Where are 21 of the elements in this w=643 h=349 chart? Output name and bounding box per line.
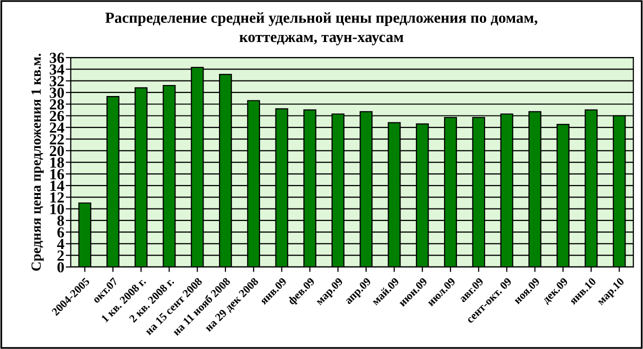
y-tick-label: 32 — [50, 76, 64, 86]
y-tick-label: 34 — [50, 64, 64, 75]
y-tick-label: 26 — [50, 110, 64, 122]
y-tick-label: 36 — [50, 52, 64, 64]
y-tick-label: 0 — [57, 262, 64, 272]
y-tick-label: 2 — [57, 250, 64, 261]
y-tick-label: 30 — [50, 88, 64, 98]
y-tick-label: 18 — [50, 157, 64, 168]
y-tick-label: 24 — [50, 122, 64, 133]
y-tick-label: 14 — [50, 180, 64, 191]
y-tick-label: 20 — [50, 146, 64, 156]
y-tick-label: 6 — [57, 227, 64, 238]
y-tick-label: 12 — [50, 192, 64, 202]
y-tick-label: 8 — [57, 216, 64, 226]
y-tick-label: 10 — [50, 204, 64, 214]
y-tick-label: 22 — [50, 134, 64, 144]
y-tick-label: 16 — [50, 169, 64, 180]
y-tick-label: 28 — [50, 99, 64, 110]
y-tick-label: 4 — [57, 238, 64, 250]
y-axis-title: Средняя цена предложения 1 кв.м. — [31, 54, 44, 271]
chart-title: Распределение средней удельной цены предложения по домам, коттеджам, таун-хаусам — [105, 12, 538, 46]
